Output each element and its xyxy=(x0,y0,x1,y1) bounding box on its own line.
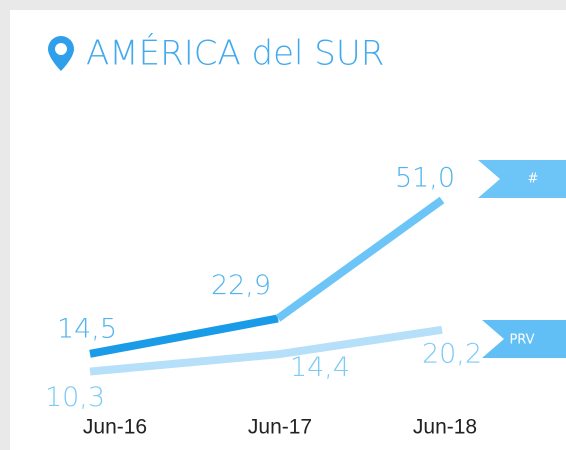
series-line xyxy=(89,325,443,376)
card xyxy=(10,10,566,450)
legend-tag xyxy=(478,160,566,198)
x-tick-label: Jun-16 xyxy=(83,416,147,439)
series-line xyxy=(89,314,279,358)
pin-icon xyxy=(48,36,74,71)
legend-entry: PRV xyxy=(509,333,534,348)
x-tick-label: Jun-17 xyxy=(248,416,312,439)
chart-title: AMÉRICA del SUR xyxy=(86,33,384,74)
data-label: 22,9 xyxy=(211,270,271,301)
data-label: 51,0 xyxy=(395,162,455,193)
data-label: 14,4 xyxy=(290,352,350,383)
x-tick-label: Jun-18 xyxy=(413,416,477,439)
data-label: 20,2 xyxy=(422,338,482,369)
data-label: 14,5 xyxy=(57,313,117,344)
series-line xyxy=(275,196,445,322)
legend-entry: # xyxy=(528,172,539,187)
legend-tag xyxy=(482,320,566,358)
data-label: 10,3 xyxy=(45,382,105,413)
